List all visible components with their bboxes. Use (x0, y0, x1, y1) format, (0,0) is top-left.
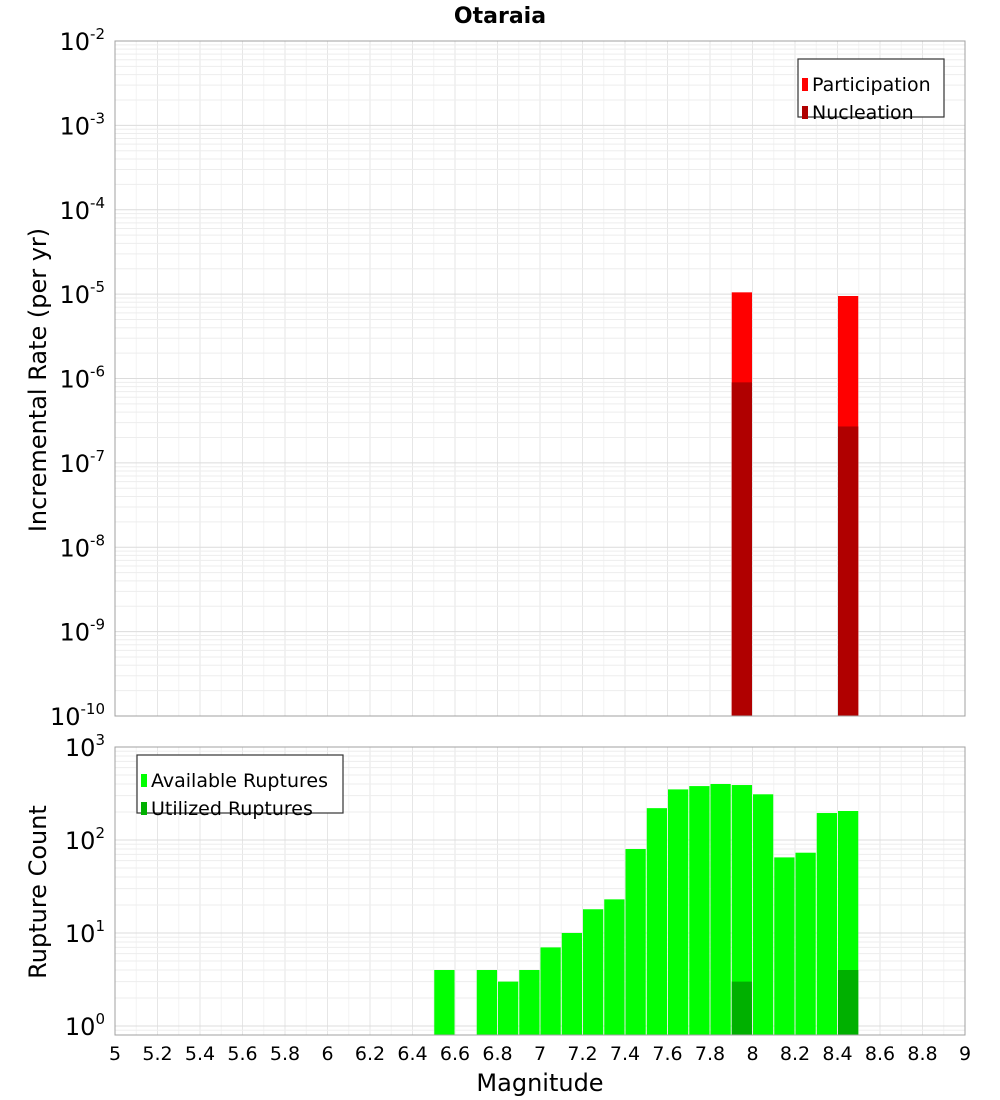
legend-swatch (802, 106, 808, 119)
y-ticks: 10-10 10-9 10-8 10-7 10-6 10-5 10-4 10-3 10-2 (50, 25, 105, 731)
x-tick-label: 5.6 (227, 1043, 257, 1065)
x-tick-label: 6 (321, 1043, 333, 1065)
legend: Available Ruptures Utilized Ruptures (136, 754, 344, 820)
x-tick-label: 7 (534, 1043, 546, 1065)
legend-swatch (141, 774, 147, 787)
y-axis-label: Rupture Count (24, 805, 52, 979)
bar (838, 426, 859, 716)
bars (731, 292, 859, 716)
plot-frame (114, 746, 966, 1036)
top-plot: 10-10 10-9 10-8 10-7 10-6 10-5 10-4 10-3 10-2 Inc… (24, 25, 966, 731)
x-tick-label: 8.2 (780, 1043, 810, 1065)
bar (476, 969, 497, 1035)
x-tick-label: 6.8 (482, 1043, 512, 1065)
y-ticks: 100 101 102 103 (65, 731, 105, 1041)
bottom-plot: 100 101 102 103 Rupture Count Available Ruptu… (24, 731, 971, 1097)
x-tick-label: 6.4 (397, 1043, 427, 1065)
chart-title: Otaraia (454, 4, 546, 29)
legend-box (136, 754, 344, 814)
bar (625, 849, 646, 1035)
x-tick-label: 8.6 (865, 1043, 895, 1065)
x-tick-label: 7.6 (652, 1043, 682, 1065)
bar (731, 785, 752, 1035)
y-tick-label: 101 (65, 917, 105, 948)
legend-label: Utilized Ruptures (151, 798, 313, 820)
bar (731, 981, 752, 1035)
y-tick-label: 10-2 (59, 25, 105, 56)
legend-label: Nucleation (812, 102, 914, 124)
bars (434, 784, 859, 1035)
legend-label: Participation (812, 74, 931, 96)
x-tick-label: 5 (109, 1043, 121, 1065)
bar (774, 857, 795, 1035)
legend-box (797, 58, 945, 118)
y-tick-label: 10-6 (59, 363, 105, 394)
x-tick-label: 6.6 (440, 1043, 470, 1065)
x-tick-label: 5.8 (270, 1043, 300, 1065)
bar (731, 382, 752, 716)
legend-label: Available Ruptures (151, 770, 328, 792)
x-tick-label: 7.4 (610, 1043, 640, 1065)
grid (114, 41, 966, 717)
bar (604, 899, 625, 1035)
y-tick-label: 100 (65, 1010, 105, 1041)
x-tick-label: 8.4 (822, 1043, 852, 1065)
bar (561, 932, 582, 1035)
bar (540, 947, 561, 1035)
y-tick-label: 10-9 (59, 616, 105, 647)
y-tick-label: 10-4 (59, 194, 105, 225)
bar (753, 794, 774, 1035)
bar (816, 813, 837, 1035)
bar (583, 909, 604, 1035)
y-tick-label: 103 (65, 731, 105, 762)
x-tick-label: 7.8 (695, 1043, 725, 1065)
bar (434, 969, 455, 1035)
x-ticks: 5 5.2 5.4 5.6 5.8 6 6.2 6.4 6.6 6.8 7 7.2 7.4 7.6 7.8 8… (109, 1043, 971, 1065)
bar (710, 784, 731, 1035)
bar (795, 852, 816, 1035)
bar (689, 786, 710, 1035)
x-tick-label: 5.2 (142, 1043, 172, 1065)
legend: Participation Nucleation (797, 58, 945, 124)
x-tick-label: 9 (959, 1043, 971, 1065)
y-tick-label: 10-10 (50, 700, 105, 731)
x-tick-label: 8 (746, 1043, 758, 1065)
x-tick-label: 7.2 (567, 1043, 597, 1065)
legend-swatch (802, 78, 808, 91)
x-tick-label: 5.4 (185, 1043, 215, 1065)
legend-swatch (141, 802, 147, 815)
x-axis-label: Magnitude (476, 1069, 603, 1097)
bar (519, 969, 540, 1035)
y-tick-label: 102 (65, 824, 105, 855)
bar (498, 981, 519, 1035)
y-tick-label: 10-3 (59, 109, 105, 140)
x-tick-label: 8.8 (907, 1043, 937, 1065)
y-tick-label: 10-7 (59, 447, 105, 478)
bar (646, 808, 667, 1035)
y-tick-label: 10-5 (59, 278, 105, 309)
bar (838, 969, 859, 1035)
y-axis-label: Incremental Rate (per yr) (24, 228, 52, 532)
plot-frame (114, 40, 966, 717)
x-tick-label: 6.2 (355, 1043, 385, 1065)
y-tick-label: 10-8 (59, 531, 105, 562)
bar (668, 789, 689, 1035)
